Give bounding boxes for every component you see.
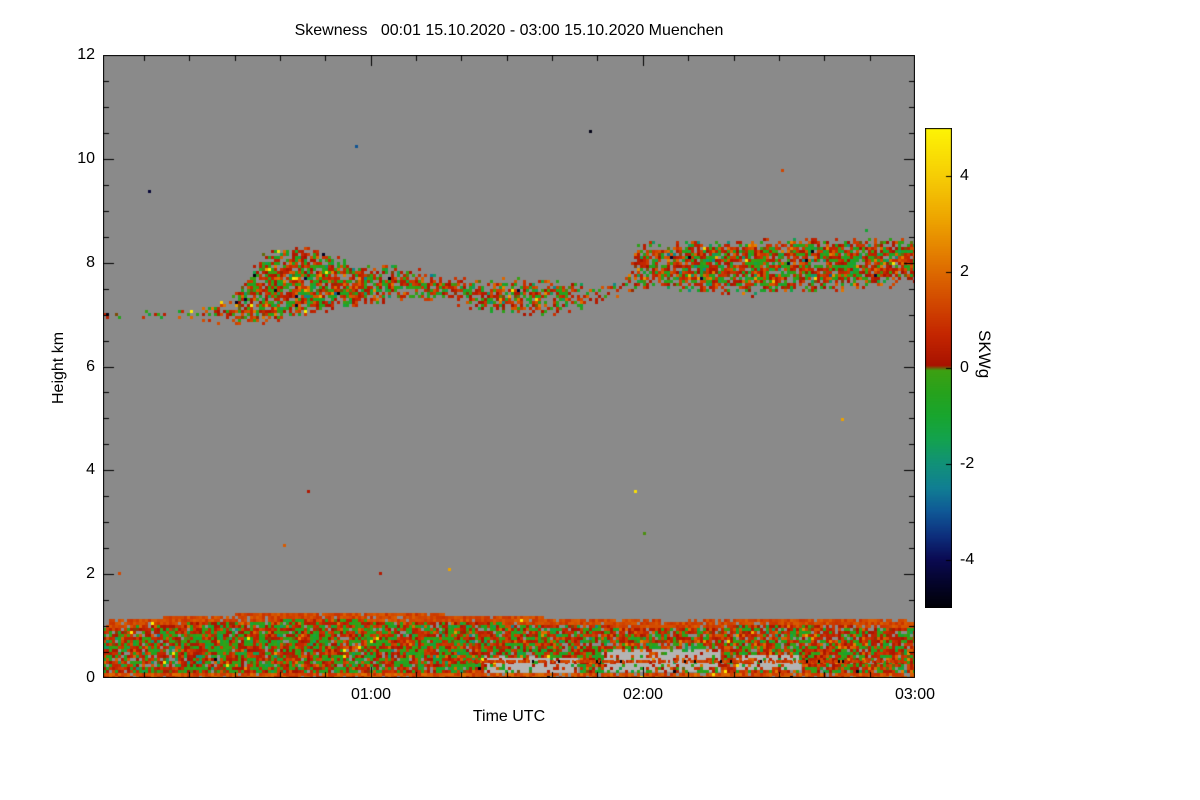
colorbar-tick-label: 2: [960, 263, 969, 280]
x-tick-label: 01:00: [350, 686, 392, 703]
y-tick-label: 12: [77, 46, 95, 63]
y-tick-label: 2: [86, 565, 95, 583]
y-tick-label: 0: [86, 669, 95, 686]
y-tick-label: 10: [77, 149, 95, 167]
x-tick-label: 02:00: [622, 686, 664, 703]
colorbar-tick-label: -2: [960, 455, 975, 472]
y-tick-label: 8: [86, 253, 95, 271]
x-axis-label: Time UTC: [472, 708, 546, 725]
colorbar-tick-label: -4: [960, 551, 975, 568]
colorbar-tick-label: 0: [960, 359, 969, 376]
colorbar-tick-label: 4: [960, 167, 969, 184]
y-tick-label: 6: [86, 357, 95, 375]
heatmap-plot: [103, 55, 915, 678]
y-tick-label: 4: [86, 461, 95, 479]
colorbar-label: SKWg: [975, 330, 994, 379]
colorbar: [925, 128, 952, 608]
chart-title: Skewness 00:01 15.10.2020 - 03:00 15.10.…: [294, 22, 724, 39]
x-tick-label: 03:00: [894, 686, 936, 703]
